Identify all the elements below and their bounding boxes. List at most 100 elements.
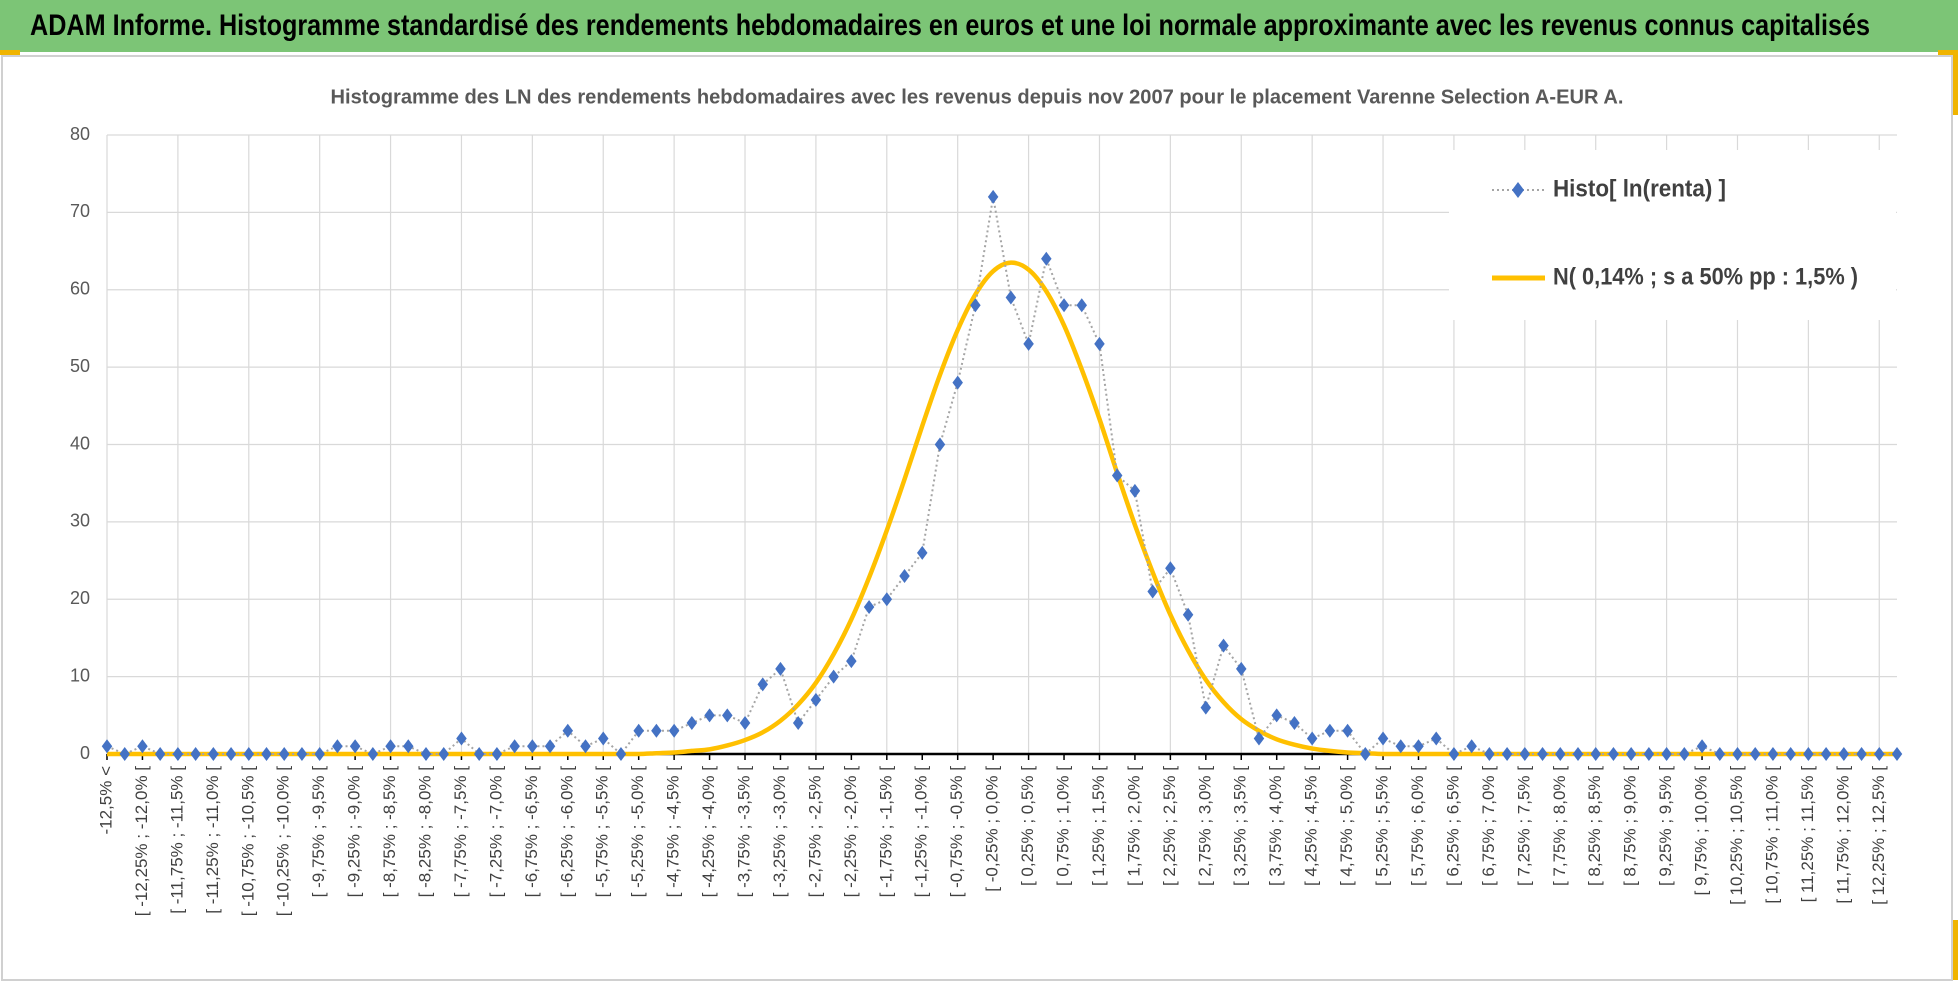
x-tick-label: [ 10,25% ; 10,5% [ bbox=[1727, 766, 1746, 905]
data-point bbox=[1484, 747, 1495, 761]
y-tick-label: 10 bbox=[70, 665, 90, 685]
data-point bbox=[1041, 251, 1052, 266]
data-point bbox=[225, 747, 237, 761]
chart-frame bbox=[1, 55, 1953, 981]
x-tick-label: [ 0,75% ; 1,0% [ bbox=[1054, 766, 1073, 886]
data-point bbox=[208, 747, 219, 761]
corner bbox=[1938, 50, 1958, 55]
data-point bbox=[615, 747, 627, 761]
data-point bbox=[438, 747, 449, 761]
data-point bbox=[775, 661, 786, 676]
data-point bbox=[1661, 747, 1672, 761]
data-point bbox=[1572, 747, 1584, 761]
data-point bbox=[1236, 661, 1247, 676]
x-tick-label: [ -4,75% ; -4,5% [ bbox=[664, 766, 683, 898]
data-point bbox=[456, 731, 467, 746]
data-point bbox=[1165, 561, 1176, 576]
data-point bbox=[1466, 739, 1477, 754]
data-point bbox=[1519, 747, 1531, 761]
data-point bbox=[916, 545, 928, 560]
x-tick-label: [ -1,75% ; -1,5% [ bbox=[876, 766, 895, 898]
data-point bbox=[1342, 723, 1353, 738]
x-tick-label: [ 11,25% ; 11,5% [ bbox=[1798, 766, 1817, 903]
data-point bbox=[119, 747, 130, 761]
data-point bbox=[1218, 638, 1229, 653]
x-tick-label: [ 0,25% ; 0,5% [ bbox=[1018, 766, 1037, 886]
x-tick-label: [ -1,25% ; -1,0% [ bbox=[912, 766, 931, 898]
data-point bbox=[1891, 747, 1903, 761]
data-point bbox=[1094, 336, 1105, 351]
data-point bbox=[828, 669, 839, 684]
data-point bbox=[757, 677, 768, 692]
data-point bbox=[1679, 747, 1690, 761]
data-point bbox=[633, 723, 644, 738]
y-tick-label: 60 bbox=[70, 279, 90, 299]
data-point bbox=[101, 739, 113, 754]
data-point bbox=[137, 739, 148, 754]
x-tick-label: [ 6,75% ; 7,0% [ bbox=[1479, 766, 1498, 886]
x-tick-label: [ -4,25% ; -4,0% [ bbox=[699, 766, 718, 898]
data-point bbox=[1147, 584, 1158, 599]
data-point bbox=[580, 739, 591, 754]
data-point bbox=[403, 739, 414, 754]
data-point bbox=[899, 569, 910, 584]
x-tick-label: [ -5,75% ; -5,5% [ bbox=[593, 766, 612, 898]
y-tick-label: 20 bbox=[70, 588, 90, 608]
data-point bbox=[1732, 747, 1743, 761]
data-point bbox=[846, 654, 857, 669]
data-point bbox=[261, 747, 272, 761]
x-tick-label: [ 2,75% ; 3,0% [ bbox=[1195, 766, 1214, 886]
grid: 0 10 20 30 40 50 60 70 80 -12,5% < [ -12,25% ; -12… bbox=[70, 124, 1897, 917]
x-tick-label: [ -8,75% ; -8,5% [ bbox=[380, 766, 399, 898]
data-point bbox=[1023, 336, 1034, 351]
x-tick-label: [ 9,25% ; 9,5% [ bbox=[1656, 766, 1675, 886]
x-tick-label: [ -11,25% ; -11,0% [ bbox=[203, 766, 222, 914]
data-point bbox=[739, 716, 751, 731]
x-tick-label: [ 9,75% ; 10,0% [ bbox=[1692, 766, 1711, 896]
data-point bbox=[1111, 468, 1123, 483]
data-point bbox=[1856, 747, 1867, 761]
data-point bbox=[970, 298, 981, 313]
x-tick-label: [ 1,25% ; 1,5% [ bbox=[1089, 766, 1108, 886]
x-tick-label: [ 5,25% ; 5,5% [ bbox=[1373, 766, 1392, 886]
x-tick-label: [ -8,25% ; -8,0% [ bbox=[415, 766, 434, 898]
data-point bbox=[190, 747, 201, 761]
x-tick-label: [ 3,75% ; 4,0% [ bbox=[1266, 766, 1285, 886]
data-point bbox=[509, 739, 520, 754]
plot-area bbox=[101, 189, 1903, 761]
data-point bbox=[491, 747, 503, 761]
x-tick-label: [ -11,75% ; -11,5% [ bbox=[167, 766, 186, 914]
corner bbox=[1953, 55, 1958, 115]
data-point bbox=[332, 739, 343, 754]
data-point bbox=[1200, 700, 1212, 715]
legend-label: Histo[ ln(renta) ] bbox=[1553, 175, 1726, 202]
y-tick-label: 50 bbox=[70, 356, 90, 376]
data-point bbox=[278, 747, 290, 761]
x-tick-label: [ -10,75% ; -10,5% [ bbox=[238, 766, 257, 917]
x-tick-label: [ 8,25% ; 8,5% [ bbox=[1585, 766, 1604, 886]
x-tick-label: [ 6,25% ; 6,5% [ bbox=[1443, 766, 1462, 886]
data-point bbox=[1537, 747, 1548, 761]
x-tick-label: [ -2,25% ; -2,0% [ bbox=[841, 766, 860, 898]
y-tick-label: 30 bbox=[70, 511, 90, 531]
data-point bbox=[154, 747, 166, 761]
data-point bbox=[1590, 747, 1601, 761]
x-tick-label: [ -6,25% ; -6,0% [ bbox=[557, 766, 576, 898]
data-point bbox=[527, 739, 538, 754]
data-point bbox=[1253, 731, 1265, 746]
x-tick-label: [ -7,75% ; -7,5% [ bbox=[451, 766, 470, 898]
x-tick-label: [ -7,25% ; -7,0% [ bbox=[486, 766, 505, 898]
legend: Histo[ ln(renta) ] N( 0,14% ; s a 50% pp … bbox=[1449, 150, 1896, 320]
legend-label: N( 0,14% ; s a 50% pp : 1,5% ) bbox=[1553, 263, 1858, 290]
data-point bbox=[704, 708, 715, 723]
data-point bbox=[473, 747, 485, 761]
data-point bbox=[863, 599, 875, 614]
data-point bbox=[934, 437, 946, 452]
x-tick-label: [ 10,75% ; 11,0% [ bbox=[1762, 766, 1781, 904]
x-tick-label: [ 1,75% ; 2,0% [ bbox=[1124, 766, 1143, 886]
data-point bbox=[1749, 747, 1761, 761]
data-point bbox=[597, 731, 609, 746]
data-point bbox=[1767, 747, 1779, 761]
x-tick-label: [ -0,75% ; -0,5% [ bbox=[947, 766, 966, 898]
